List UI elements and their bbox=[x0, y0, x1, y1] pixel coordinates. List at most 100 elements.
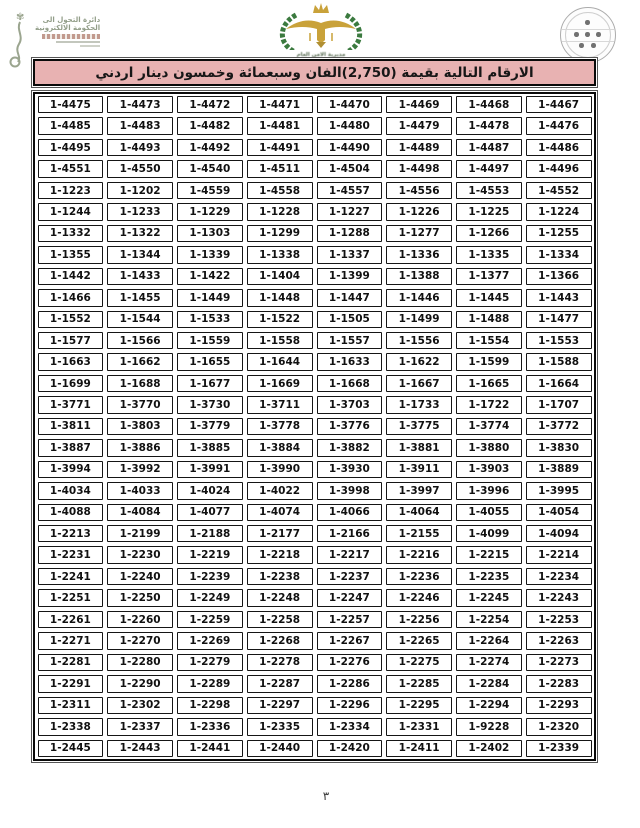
table-cell: 1-2440 bbox=[246, 739, 313, 757]
document-title: الارقام التالية بقيمة (2,750)الفان وسبعم… bbox=[95, 64, 534, 81]
table-cell: 1-3911 bbox=[386, 460, 452, 479]
table-cell: 1-2214 bbox=[525, 546, 592, 564]
table-cell: 1-3711 bbox=[246, 396, 313, 414]
table-cell: 1-2334 bbox=[316, 718, 383, 736]
table-cell: 1-4084 bbox=[107, 503, 173, 522]
table-cell: 1-2213 bbox=[37, 525, 104, 543]
table-cell: 1-1588 bbox=[525, 353, 592, 371]
table-cell: 1-4478 bbox=[456, 117, 522, 135]
table-row: 1-4551 1-4550 1-4540 1-4511 1-4504 1-4498 1-44… bbox=[35, 158, 594, 179]
table-cell: 1-3995 bbox=[525, 482, 592, 500]
table-cell: 1-4022 bbox=[246, 482, 313, 500]
table-cell: 1-1455 bbox=[107, 289, 173, 307]
table-cell: 1-4504 bbox=[316, 160, 383, 178]
table-row: 1-1223 1-1202 1-4559 1-4558 1-4557 1-4556 1-45… bbox=[35, 180, 594, 201]
table-cell: 1-3997 bbox=[386, 482, 452, 500]
table-cell: 1-1488 bbox=[456, 310, 522, 328]
table-cell: 1-2302 bbox=[107, 696, 173, 715]
table-cell: 1-1522 bbox=[246, 310, 313, 328]
table-cell: 1-2283 bbox=[525, 675, 592, 693]
eagle-wreath-crown-icon bbox=[279, 3, 363, 55]
table-cell: 1-1338 bbox=[246, 246, 313, 264]
table-cell: 1-3885 bbox=[177, 439, 243, 457]
table-cell: 1-2216 bbox=[386, 546, 452, 564]
table-cell: 1-2239 bbox=[177, 567, 243, 586]
table-cell: 1-2285 bbox=[386, 675, 452, 693]
table-cell: 1-2338 bbox=[37, 718, 104, 736]
table-cell: 1-2264 bbox=[456, 632, 522, 650]
table-cell: 1-2311 bbox=[37, 696, 104, 715]
egov-logo-line2: الحكومة الالكترونية bbox=[35, 24, 101, 32]
table-cell: 1-2290 bbox=[107, 675, 173, 693]
table-cell: 1-4557 bbox=[316, 181, 383, 200]
table-cell: 1-2279 bbox=[177, 653, 243, 672]
table-cell: 1-1699 bbox=[37, 374, 104, 393]
table-cell: 1-4471 bbox=[246, 96, 313, 114]
table-cell: 1-1662 bbox=[107, 353, 173, 371]
numbers-table-frame: 1-4475 1-4473 1-4472 1-4471 1-4470 1-4469 1-44… bbox=[31, 90, 598, 763]
table-cell: 1-1558 bbox=[246, 331, 313, 350]
table-cell: 1-4055 bbox=[456, 503, 522, 522]
table-row: 1-1552 1-1544 1-1533 1-1522 1-1505 1-1499 1-14… bbox=[35, 309, 594, 330]
table-cell: 1-1505 bbox=[316, 310, 383, 328]
table-row: 1-2311 1-2302 1-2298 1-2297 1-2296 1-2295 1-22… bbox=[35, 695, 594, 716]
table-cell: 1-1499 bbox=[386, 310, 452, 328]
seal-band-bottom bbox=[562, 41, 614, 42]
table-cell: 1-3771 bbox=[37, 396, 104, 414]
table-cell: 1-3770 bbox=[107, 396, 173, 414]
table-row: 1-4034 1-4033 1-4024 1-4022 1-3998 1-3997 1-39… bbox=[35, 480, 594, 501]
table-cell: 1-1477 bbox=[525, 310, 592, 328]
table-cell: 1-2248 bbox=[246, 589, 313, 607]
table-cell: 1-2240 bbox=[107, 567, 173, 586]
table-cell: 1-4482 bbox=[177, 117, 243, 135]
title-bar: الارقام التالية بقيمة (2,750)الفان وسبعم… bbox=[33, 59, 596, 86]
table-cell: 1-2236 bbox=[386, 567, 452, 586]
table-cell: 1-4487 bbox=[456, 138, 522, 157]
table-cell: 1-1447 bbox=[316, 289, 383, 307]
svg-text:✾: ✾ bbox=[16, 12, 24, 23]
table-cell: 1-2291 bbox=[37, 675, 104, 693]
table-cell: 1-2402 bbox=[456, 739, 522, 757]
table-row: 1-2445 1-2443 1-2441 1-2440 1-2420 1-2411 1-24… bbox=[35, 738, 594, 759]
table-cell: 1-1223 bbox=[37, 181, 104, 200]
table-cell: 1-3991 bbox=[177, 460, 243, 479]
table-cell: 1-4495 bbox=[37, 138, 104, 157]
table-cell: 1-3776 bbox=[316, 417, 383, 436]
table-cell: 1-2411 bbox=[386, 739, 452, 757]
table-row: 1-1244 1-1233 1-1229 1-1228 1-1227 1-1226 1-12… bbox=[35, 201, 594, 222]
table-cell: 1-4024 bbox=[177, 482, 243, 500]
table-cell: 1-1336 bbox=[386, 246, 452, 264]
table-cell: 1-4497 bbox=[456, 160, 522, 178]
table-cell: 1-2253 bbox=[525, 610, 592, 629]
table-cell: 1-2443 bbox=[107, 739, 173, 757]
table-cell: 1-1442 bbox=[37, 267, 104, 286]
table-cell: 1-3886 bbox=[107, 439, 173, 457]
table-cell: 1-1566 bbox=[107, 331, 173, 350]
table-cell: 1-1322 bbox=[107, 224, 173, 243]
table-cell: 1-3887 bbox=[37, 439, 104, 457]
title-bar-frame: الارقام التالية بقيمة (2,750)الفان وسبعم… bbox=[31, 57, 598, 88]
table-cell: 1-4469 bbox=[386, 96, 452, 114]
table-cell: 1-2273 bbox=[525, 653, 592, 672]
table-cell: 1-2320 bbox=[525, 718, 592, 736]
table-cell: 1-3903 bbox=[456, 460, 522, 479]
table-row: 1-4475 1-4473 1-4472 1-4471 1-4470 1-4469 1-44… bbox=[35, 94, 594, 115]
table-cell: 1-3882 bbox=[316, 439, 383, 457]
table-cell: 1-1448 bbox=[246, 289, 313, 307]
table-cell: 1-1668 bbox=[316, 374, 383, 393]
seal-dot bbox=[591, 43, 596, 48]
table-cell: 1-1288 bbox=[316, 224, 383, 243]
table-cell: 1-4054 bbox=[525, 503, 592, 522]
table-cell: 1-2263 bbox=[525, 632, 592, 650]
table-cell: 1-1335 bbox=[456, 246, 522, 264]
table-row: 1-4485 1-4483 1-4482 1-4481 1-4480 1-4479 1-44… bbox=[35, 115, 594, 136]
table-row: 1-3811 1-3803 1-3779 1-3778 1-3776 1-3775 1-37… bbox=[35, 416, 594, 437]
table-cell: 1-1229 bbox=[177, 203, 243, 221]
table-cell: 1-4559 bbox=[177, 181, 243, 200]
table-cell: 1-2294 bbox=[456, 696, 522, 715]
table-cell: 1-2281 bbox=[37, 653, 104, 672]
table-cell: 1-2250 bbox=[107, 589, 173, 607]
table-cell: 1-3774 bbox=[456, 417, 522, 436]
table-cell: 1-1244 bbox=[37, 203, 104, 221]
table-cell: 1-2289 bbox=[177, 675, 243, 693]
